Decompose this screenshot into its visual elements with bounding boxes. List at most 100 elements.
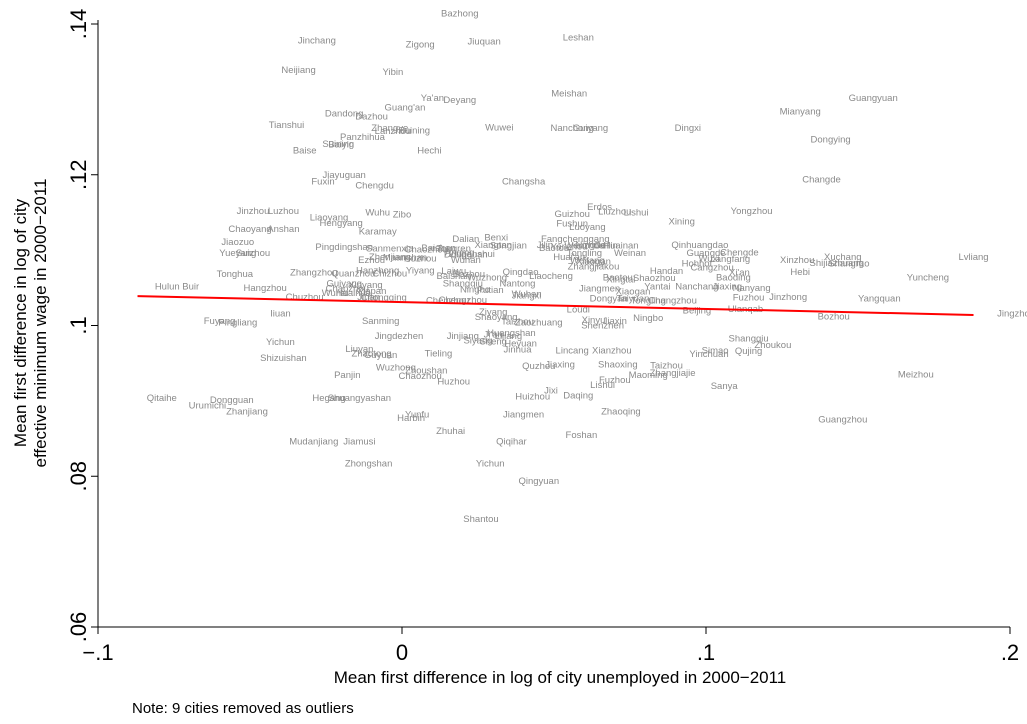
city-point-label: Guangzhou bbox=[818, 415, 867, 426]
city-point-label: Shangqiu bbox=[729, 333, 769, 344]
city-point-label: Guangde bbox=[686, 248, 725, 259]
city-point-label: Tongling bbox=[567, 248, 602, 259]
city-point-label: Jilin bbox=[537, 240, 553, 251]
city-point-label: Xinyang bbox=[348, 280, 382, 291]
city-point-label: Taizhou bbox=[650, 360, 683, 371]
city-point-label: Lanzhou bbox=[375, 126, 411, 137]
city-point-label: Jiamusi bbox=[343, 437, 375, 448]
city-point-label: Wuzhong bbox=[467, 272, 507, 283]
city-point-label: Taizhou bbox=[501, 317, 534, 328]
city-point-label: Taiyuan bbox=[617, 293, 650, 304]
city-point-label: Wuhai bbox=[322, 288, 349, 299]
city-point-label: Yichun bbox=[476, 458, 505, 469]
city-point-label: Ziyang bbox=[479, 307, 508, 318]
city-point-label: Wuzhong bbox=[376, 363, 416, 374]
city-point-label: Yinchuan bbox=[689, 349, 728, 360]
city-point-label: Lvliang bbox=[958, 252, 988, 263]
city-point-label: Yuncheng bbox=[907, 272, 949, 283]
city-point-label: Erdos bbox=[587, 202, 612, 213]
city-point-label: Jiangmen bbox=[579, 284, 620, 295]
city-point-label: Karamay bbox=[359, 226, 397, 237]
city-point-label: Zhangye bbox=[371, 123, 408, 134]
city-point-label: Jiaxing bbox=[545, 360, 575, 371]
city-point-label: Mudanjiang bbox=[289, 437, 338, 448]
city-point-label: Changsha bbox=[502, 177, 546, 188]
x-axis-ticks: −.1 0 .1 .2 bbox=[82, 627, 1019, 665]
city-point-label: Maanshan bbox=[383, 253, 427, 264]
city-point-label: Huainan bbox=[603, 241, 638, 252]
y-tick-label: .08 bbox=[66, 461, 91, 492]
city-point-label: Zaozhuang bbox=[515, 318, 563, 329]
city-point-label: Huai'an bbox=[553, 252, 585, 263]
city-point-label: Luoyang bbox=[569, 222, 605, 233]
city-point-label: Yantai bbox=[644, 281, 670, 292]
city-point-label: Nanchong bbox=[551, 123, 594, 134]
city-point-label: Jiangmen bbox=[503, 409, 544, 420]
city-point-label: Yanzhou bbox=[551, 241, 588, 252]
y-tick-label: .1 bbox=[66, 316, 91, 334]
city-point-label: Deyang bbox=[443, 95, 476, 106]
city-point-label: Hechi bbox=[417, 146, 441, 157]
city-point-label: Yiyang bbox=[406, 266, 435, 277]
city-point-label: Wenzhou bbox=[564, 241, 604, 252]
city-point-label: Xinzhou bbox=[780, 255, 814, 266]
city-point-label: Huzhou bbox=[437, 376, 470, 387]
city-point-label: Baiyin bbox=[328, 140, 354, 151]
city-point-label: Baotou bbox=[603, 272, 633, 283]
city-point-label: Putian bbox=[477, 285, 504, 296]
city-point-label: Zigong bbox=[406, 39, 435, 50]
city-point-label: Suining bbox=[398, 125, 430, 136]
city-point-label: Harbin bbox=[397, 413, 425, 424]
city-point-label: Chengde bbox=[720, 247, 759, 258]
city-point-label: Wuxi bbox=[699, 253, 720, 264]
city-point-label: Ya'an bbox=[421, 93, 444, 104]
city-point-label: Pingliang bbox=[218, 318, 257, 329]
city-point-label: Shangqiu bbox=[443, 278, 483, 289]
city-point-label: Dazhou bbox=[355, 112, 388, 123]
city-point-label: Hegang bbox=[312, 393, 345, 404]
city-point-label: Ezhou bbox=[358, 255, 385, 266]
city-point-label: Wuhu bbox=[365, 207, 390, 218]
city-point-label: Shaozhou bbox=[633, 273, 676, 284]
chart-note: Note: 9 cities removed as outliers bbox=[132, 700, 354, 717]
city-point-label: Liuyan bbox=[345, 344, 373, 355]
y-tick-label: .14 bbox=[66, 9, 91, 40]
city-point-label: Meishan bbox=[551, 88, 587, 99]
city-point-label: Changde bbox=[802, 174, 841, 185]
city-point-label: Yichun bbox=[266, 337, 295, 348]
city-point-label: Zhanjiang bbox=[226, 406, 268, 417]
city-point-label: Zhuhai bbox=[436, 426, 465, 437]
city-point-label: Simao bbox=[702, 345, 729, 356]
city-point-label: Sheng bbox=[479, 336, 506, 347]
y-axis-title-line-2: effective minimum wage in 2000−2011 bbox=[31, 178, 50, 467]
city-point-label: Anshan bbox=[267, 224, 299, 235]
city-point-label: Wuhan bbox=[512, 289, 542, 300]
city-point-label: Jinzhou bbox=[237, 206, 270, 217]
city-point-label: Tongren bbox=[437, 244, 471, 255]
city-point-label: Ji'an bbox=[484, 330, 503, 341]
city-point-label: Handan bbox=[650, 266, 683, 277]
city-point-label: Xingtai bbox=[606, 275, 635, 286]
city-point-label: Shizuishan bbox=[260, 353, 306, 364]
x-tick-label: 0 bbox=[396, 640, 408, 665]
city-point-label: Qinhuangdao bbox=[671, 240, 728, 251]
city-point-label: Chengzhou bbox=[438, 295, 487, 306]
city-point-label: Jiangxi bbox=[512, 290, 542, 301]
city-point-label: Nanyang bbox=[733, 283, 771, 294]
city-point-label: Laiwu bbox=[441, 266, 466, 277]
city-point-label: Weifang bbox=[570, 256, 605, 267]
city-point-label: Yibin bbox=[383, 67, 404, 78]
city-point-label: Tianshui bbox=[269, 120, 305, 131]
city-point-label: Zhaotong bbox=[352, 348, 392, 359]
city-point-label: Dongguan bbox=[210, 395, 254, 406]
fit-line bbox=[137, 295, 974, 316]
city-point-label: Guizhou bbox=[555, 209, 590, 220]
city-point-label: Xuchang bbox=[824, 252, 862, 263]
city-point-label: Dandong bbox=[325, 109, 364, 120]
city-point-label: Qingyuan bbox=[518, 476, 559, 487]
city-point-label: Jiaxing bbox=[713, 281, 743, 292]
city-point-label: Dongying bbox=[811, 134, 851, 145]
city-point-label: Yongzhou bbox=[731, 206, 773, 217]
city-point-label: Xianzhou bbox=[592, 345, 632, 356]
city-point-label: Jiayuguan bbox=[323, 170, 366, 181]
